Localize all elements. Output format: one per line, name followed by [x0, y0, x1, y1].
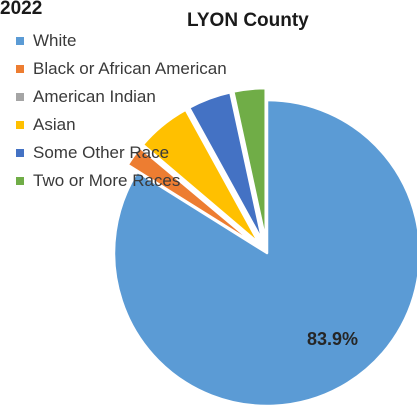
legend-swatch-asian — [16, 121, 24, 129]
legend-swatch-american-indian — [16, 93, 24, 101]
legend-label-american-indian: American Indian — [33, 87, 156, 106]
legend-swatch-two-or-more-races — [16, 177, 24, 185]
legend-swatch-black-or-african-american — [16, 65, 24, 73]
pie-slices — [112, 86, 417, 405]
pie-slice-two-or-more-races — [232, 86, 267, 243]
legend-label-some-other-race: Some Other Race — [33, 143, 170, 162]
pie-slice-white — [112, 98, 417, 405]
slice-label-white: 83.9% — [307, 329, 359, 349]
pie-slice-some-other-race — [187, 90, 265, 244]
pie-slice-american-indian — [139, 145, 260, 247]
legend-item-black-or-african-american: Black or African American — [16, 55, 227, 83]
legend-item-white: White — [16, 27, 227, 55]
legend-swatch-white — [16, 37, 24, 45]
legend-item-some-other-race: Some Other Race — [16, 139, 227, 167]
legend-label-black-or-african-american: Black or African American — [33, 59, 227, 78]
legend-item-american-indian: American Indian — [16, 83, 227, 111]
legend: White Black or African American American… — [16, 27, 227, 195]
legend-label-white: White — [33, 31, 77, 50]
chart-subtitle: 2022 — [0, 0, 43, 19]
chart-title: LYON County — [187, 10, 309, 31]
legend-item-two-or-more-races: Two or More Races — [16, 167, 227, 195]
pie-slice-asian — [141, 108, 261, 245]
legend-label-two-or-more-races: Two or More Races — [33, 171, 181, 190]
legend-swatch-some-other-race — [16, 149, 24, 157]
legend-item-asian: Asian — [16, 111, 227, 139]
legend-label-asian: Asian — [33, 115, 76, 134]
